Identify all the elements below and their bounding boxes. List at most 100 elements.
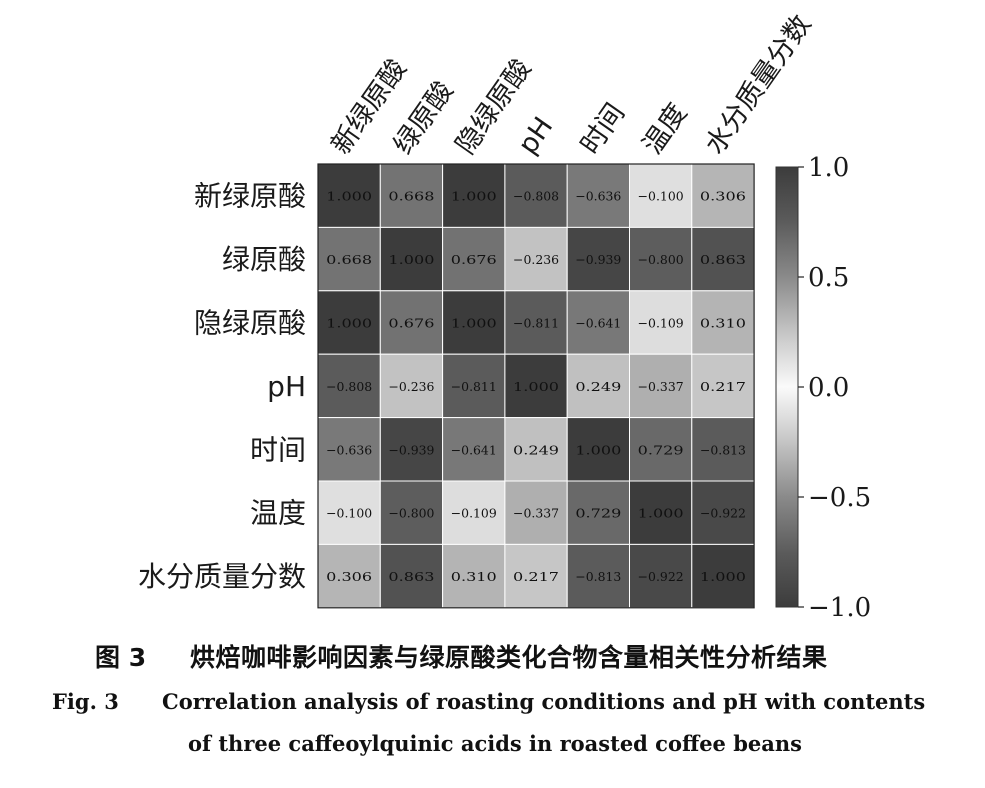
heatmap-cell — [566, 290, 631, 355]
heatmap-cell — [629, 353, 693, 419]
cell-value-label: −0.236 — [513, 252, 559, 267]
cell-value-label: 0.668 — [388, 189, 434, 204]
heatmap-cell — [317, 543, 381, 609]
cell-value-label: 0.217 — [513, 569, 559, 584]
heatmap-cell — [566, 226, 631, 292]
cell-value-label: 0.676 — [451, 252, 497, 267]
heatmap-cell — [504, 290, 568, 355]
cell-value-label: 0.729 — [575, 506, 621, 521]
cell-value-label: 1.000 — [575, 442, 621, 457]
cell-value-label: −0.636 — [575, 189, 621, 204]
row-label: 时间 — [250, 433, 306, 466]
heatmap-cell — [504, 353, 568, 419]
heatmap-cell — [504, 543, 568, 609]
heatmap-cell — [379, 163, 444, 228]
cell-value-label: −0.939 — [575, 252, 621, 267]
cell-value-label: −0.337 — [638, 379, 684, 394]
heatmap-cell — [566, 480, 631, 545]
heatmap-cell — [691, 290, 755, 355]
cell-value-label: 1.000 — [326, 316, 372, 331]
cell-value-label: 0.729 — [638, 442, 684, 457]
cell-value-label: 0.863 — [388, 569, 434, 584]
colorbar: 1.0 0.5 0.0 −0.5 −1.0 — [775, 153, 871, 623]
cell-value-label: −0.100 — [638, 189, 684, 204]
cell-value-label: 1.000 — [326, 189, 372, 204]
cell-value-label: −0.100 — [326, 506, 372, 521]
caption-en-title-line1: Correlation analysis of roasting conditi… — [162, 689, 926, 714]
row-label: 隐绿原酸 — [194, 307, 306, 340]
cell-value-label: 0.306 — [700, 189, 746, 204]
heatmap-cells: 1.000 0.668 1.000 −0.808 −0.636 −0.100 0.306 0.… — [317, 163, 755, 609]
heatmap-cell — [442, 226, 506, 292]
cell-value-label: 0.249 — [575, 379, 621, 394]
cell-value-label: 0.217 — [700, 379, 746, 394]
heatmap-cell — [629, 290, 693, 355]
heatmap-cell — [504, 480, 568, 545]
caption-en-title-line2: of three caffeoylquinic acids in roasted… — [188, 731, 802, 756]
cell-value-label: 1.000 — [451, 189, 497, 204]
cell-value-label: 0.310 — [700, 316, 746, 331]
cell-value-label: 1.000 — [700, 569, 746, 584]
heatmap-cell — [379, 353, 444, 419]
row-label: 新绿原酸 — [194, 180, 306, 213]
heatmap-cell — [442, 543, 506, 609]
cell-value-label: −0.922 — [638, 569, 684, 584]
cell-value-label: −0.808 — [513, 189, 559, 204]
heatmap-cell — [317, 353, 381, 419]
heatmap-cell — [629, 543, 693, 609]
heatmap-cell — [691, 543, 755, 609]
column-label: pH — [512, 112, 559, 160]
cell-value-label: −0.800 — [388, 506, 434, 521]
heatmap-cell — [317, 163, 381, 228]
row-label: pH — [267, 370, 306, 403]
colorbar-tick-label: −1.0 — [808, 593, 871, 623]
cell-value-label: 1.000 — [451, 316, 497, 331]
heatmap-cell — [317, 480, 381, 545]
colorbar-tick-label: 1.0 — [808, 153, 849, 183]
cell-value-label: −0.337 — [513, 506, 559, 521]
colorbar-tick-label: 0.5 — [808, 263, 849, 293]
heatmap-cell — [379, 480, 444, 545]
cell-value-label: −0.813 — [575, 569, 621, 584]
colorbar-tick-label: 0.0 — [808, 373, 849, 403]
cell-value-label: −0.813 — [700, 442, 746, 457]
heatmap-cell — [566, 543, 631, 609]
cell-value-label: 0.306 — [326, 569, 372, 584]
colorbar-tick-label: −0.5 — [808, 483, 871, 513]
heatmap-frame — [317, 163, 755, 609]
column-label: 时间 — [575, 98, 631, 160]
heatmap-cell — [504, 163, 568, 228]
colorbar-gradient — [775, 166, 799, 608]
cell-value-label: −0.641 — [451, 442, 497, 457]
cell-value-label: −0.922 — [700, 506, 746, 521]
caption-cn-number: 图 3 — [95, 643, 147, 672]
cell-value-label: 0.249 — [513, 442, 559, 457]
correlation-heatmap-chart: 1.000 0.668 1.000 −0.808 −0.636 −0.100 0.306 0.… — [138, 10, 871, 623]
heatmap-cell — [317, 417, 381, 482]
heatmap-cell — [442, 290, 506, 355]
cell-value-label: 1.000 — [513, 379, 559, 394]
row-label: 温度 — [250, 497, 306, 530]
column-label: 水分质量分数 — [699, 10, 817, 160]
cell-value-label: 0.863 — [700, 252, 746, 267]
cell-value-label: 1.000 — [388, 252, 434, 267]
column-label: 温度 — [637, 98, 693, 160]
heatmap-cell — [691, 480, 755, 545]
cell-value-label: −0.109 — [638, 316, 684, 331]
cell-value-label: −0.636 — [326, 442, 372, 457]
heatmap-cell — [379, 290, 444, 355]
cell-value-label: −0.641 — [575, 316, 621, 331]
heatmap-cell — [629, 163, 693, 228]
heatmap-svg: 1.000 0.668 1.000 −0.808 −0.636 −0.100 0.306 0.… — [138, 10, 871, 623]
row-label: 水分质量分数 — [138, 560, 306, 593]
caption-en-number: Fig. 3 — [52, 689, 119, 714]
heatmap-cell — [691, 226, 755, 292]
cell-value-label: −0.800 — [638, 252, 684, 267]
row-label: 绿原酸 — [222, 243, 306, 276]
cell-value-label: −0.811 — [513, 316, 559, 331]
cell-value-label: −0.811 — [451, 379, 497, 394]
cell-value-label: −0.808 — [326, 379, 372, 394]
heatmap-cell — [691, 353, 755, 419]
